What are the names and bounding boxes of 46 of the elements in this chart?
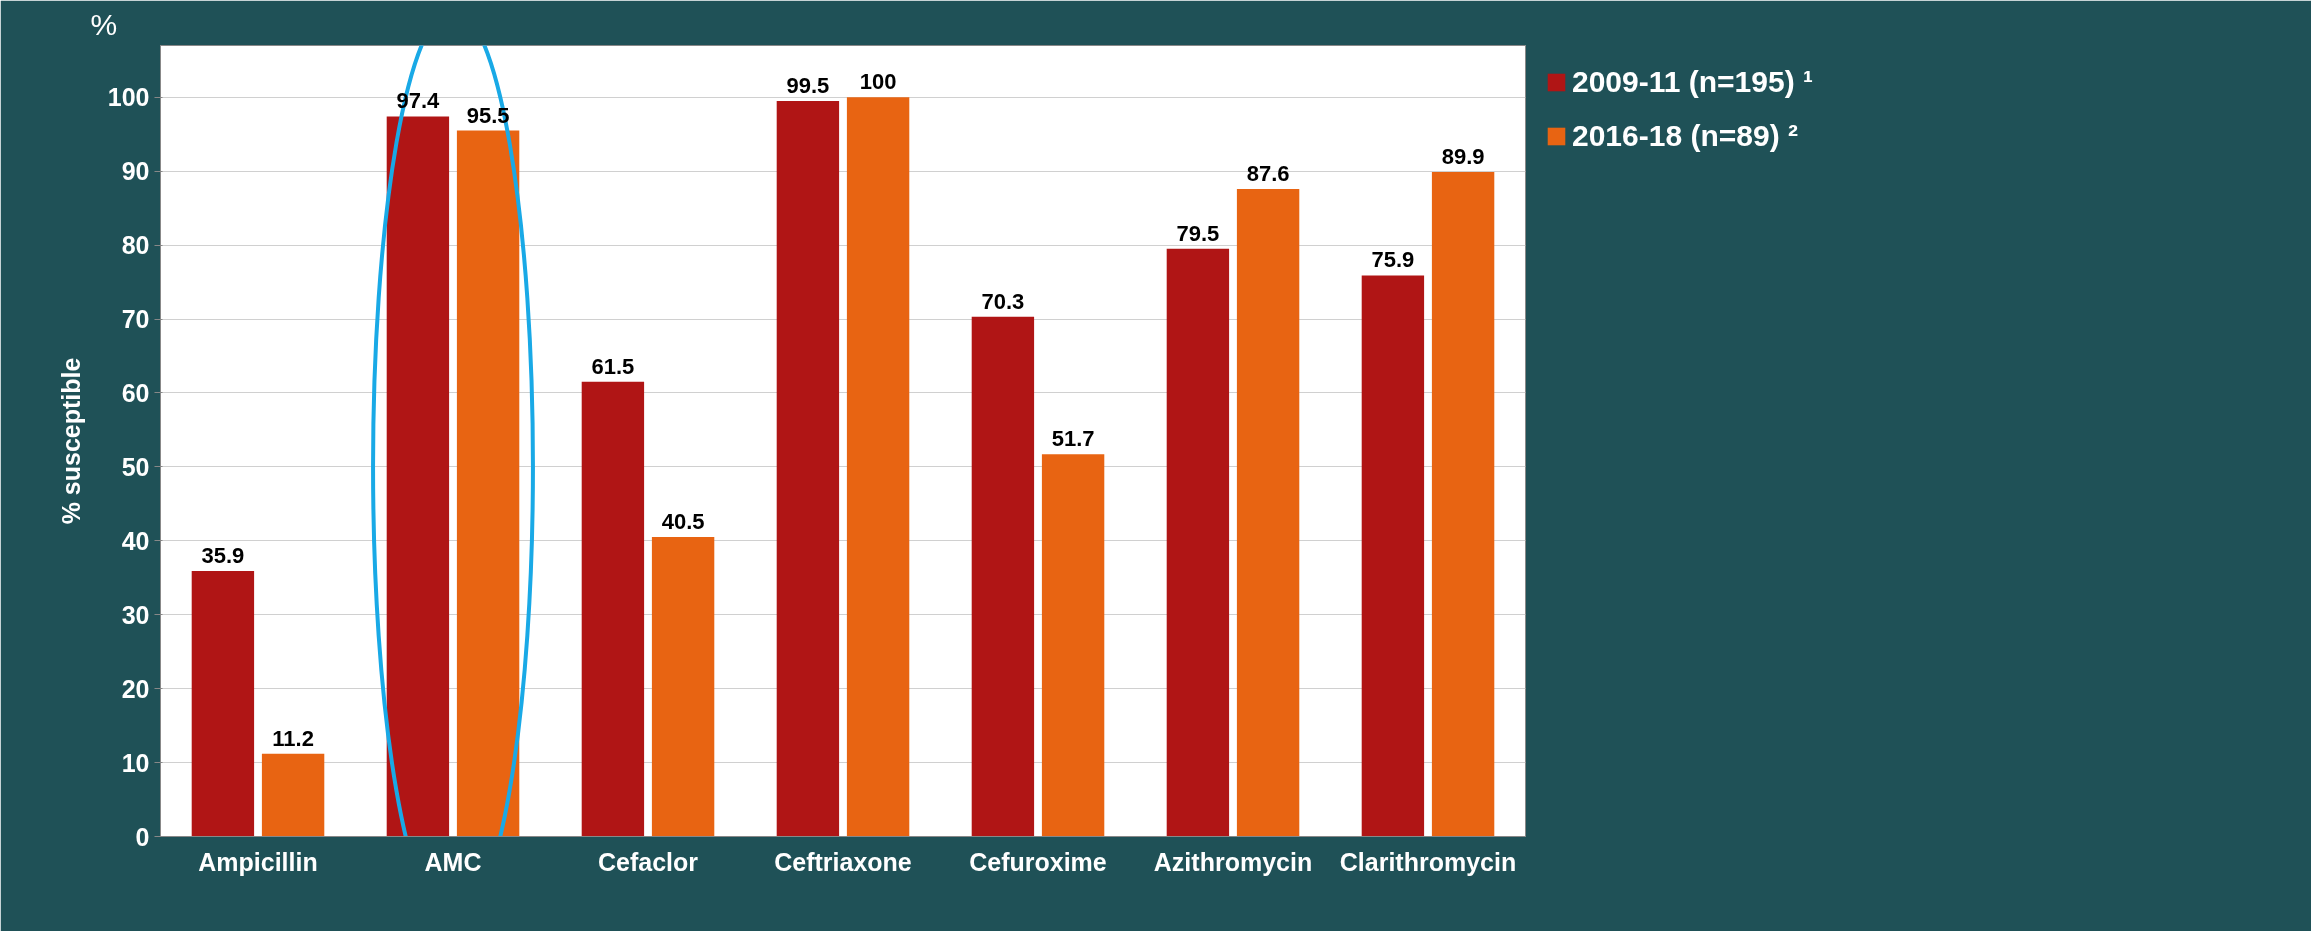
bar (971, 316, 1035, 837)
y-tick-label: 30 (121, 600, 150, 629)
x-tick-label: Ampicillin (198, 847, 318, 876)
bar (191, 571, 255, 837)
data-label: 40.5 (661, 509, 705, 535)
bar (1236, 188, 1300, 837)
x-tick-label: Ceftriaxone (774, 847, 912, 876)
data-label: 100 (859, 69, 897, 95)
x-tick-label: Cefuroxime (969, 847, 1107, 876)
data-label: 75.9 (1371, 247, 1415, 273)
bar (776, 100, 840, 837)
y-tick-label: 100 (107, 83, 150, 112)
y-tick-label: 40 (121, 526, 150, 555)
x-tick-label: Azithromycin (1153, 847, 1313, 876)
x-tick-label: Clarithromycin (1339, 847, 1517, 876)
y-tick-label: 80 (121, 231, 150, 260)
bar (1166, 248, 1230, 837)
bar (1041, 454, 1105, 837)
x-tick-label: Cefaclor (597, 847, 699, 876)
y-tick-label: 20 (121, 674, 150, 703)
data-label: 70.3 (981, 288, 1025, 314)
y-tick-label: 50 (121, 452, 150, 481)
data-label: 99.5 (786, 72, 830, 98)
text: % (90, 7, 118, 41)
y-tick-label: 70 (121, 305, 150, 334)
legend-label: 2016-18 (n=89) ² (1572, 119, 1798, 153)
bar (846, 97, 910, 837)
y-tick-label: 0 (135, 822, 150, 851)
x-tick-label: AMC (424, 847, 482, 876)
data-label: 61.5 (591, 353, 635, 379)
legend-label: 2009-11 (n=195) ¹ (1572, 65, 1813, 99)
bar (581, 381, 645, 837)
bar (1361, 275, 1425, 837)
bar (261, 753, 325, 837)
data-label: 35.9 (201, 543, 245, 569)
y-tick-label: 60 (121, 378, 150, 407)
data-label: 89.9 (1441, 143, 1485, 169)
data-label: 11.2 (272, 725, 314, 751)
y-axis-title: % susceptible (56, 357, 85, 525)
data-label: 51.7 (1051, 426, 1095, 452)
bar (651, 537, 715, 837)
y-tick-label: 10 (121, 748, 150, 777)
data-label: 79.5 (1176, 220, 1220, 246)
data-label: 87.6 (1246, 160, 1290, 186)
bar (1431, 171, 1495, 837)
y-tick-label: 90 (121, 157, 150, 186)
